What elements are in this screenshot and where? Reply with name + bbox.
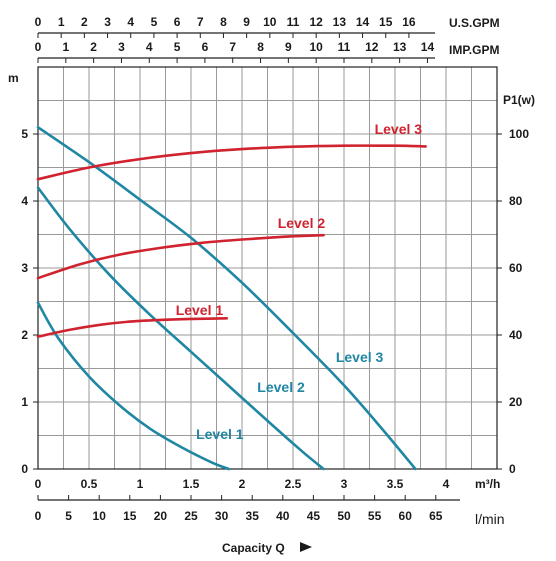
bottom-axis-2-tick-label: 5 (65, 509, 72, 523)
top-axis-tick-label: 4 (146, 40, 153, 54)
top-axis-tick-label: 5 (174, 40, 181, 54)
y-right-tick-label: 0 (509, 462, 516, 476)
x-tick-label: 1.5 (183, 477, 200, 491)
y-left-tick-label: 0 (21, 462, 28, 476)
series-line-head-level-1 (36, 301, 230, 471)
y-left-axis-label: m (8, 71, 19, 85)
bottom-axis-2-tick-label: 20 (154, 509, 168, 523)
x-tick-label: 3.5 (387, 477, 404, 491)
bottom-axis-2-tick-label: 60 (399, 509, 413, 523)
top-axis-tick-label: 6 (202, 40, 209, 54)
y-right-tick-label: 40 (509, 328, 523, 342)
top-axis-tick-label: 8 (257, 40, 264, 54)
top-axis-tick-label: 10 (310, 40, 324, 54)
top-axis-tick-label: 5 (151, 15, 158, 29)
y-right-tick-label: 80 (509, 194, 523, 208)
bottom-axis-2-tick-label: 45 (307, 509, 321, 523)
x-units-label: m³/h (475, 477, 500, 491)
y-right-tick-label: 60 (509, 261, 523, 275)
series-line-power-level-3 (36, 144, 427, 181)
top-axis-tick-label: 14 (356, 15, 370, 29)
top-axis-tick-label: 11 (287, 15, 300, 29)
series-line-head-level-2 (36, 186, 325, 471)
top-axis-tick-label: 0 (35, 40, 42, 54)
x-tick-label: 3 (341, 477, 348, 491)
top-axis-tick-label: 11 (338, 40, 351, 54)
series-line-head-level-3 (36, 126, 417, 471)
curve-label: Level 1 (176, 302, 224, 318)
bottom-axis-2-tick-label: 55 (368, 509, 382, 523)
top-axis-tick-label: 1 (62, 40, 69, 54)
top-axis-tick-label: 14 (421, 40, 435, 54)
top-axis-tick-label: 7 (197, 15, 204, 29)
bottom-axis-2-tick-label: 50 (337, 509, 351, 523)
top-axis-tick-label: 16 (402, 15, 416, 29)
bottom-axis-2-tick-label: 0 (35, 509, 42, 523)
x-tick-label: 1 (137, 477, 144, 491)
top-axis-tick-label: 10 (263, 15, 277, 29)
y-right-tick-label: 100 (509, 127, 529, 141)
top-axis-tick-label: 7 (229, 40, 236, 54)
top-axis-tick-label: 2 (81, 15, 88, 29)
top-axis-tick-label: 1 (58, 15, 65, 29)
curve-label: Level 2 (257, 379, 305, 395)
top-axis-tick-label: 6 (174, 15, 181, 29)
curve-label: Level 3 (336, 349, 384, 365)
bottom-axis-2-tick-label: 15 (123, 509, 137, 523)
x-tick-label: 2 (239, 477, 246, 491)
y-right-tick-label: 20 (509, 395, 523, 409)
y-right-axis-label: P1(w) (503, 93, 535, 107)
y-left-tick-label: 5 (21, 127, 28, 141)
x-tick-label: 0 (35, 477, 42, 491)
y-left-tick-label: 4 (21, 194, 28, 208)
curve-label: Level 2 (278, 215, 326, 231)
top-axis-tick-label: 2 (90, 40, 97, 54)
top-axis-tick-label: 12 (310, 15, 324, 29)
bottom-axis-2-label: l/min (475, 511, 505, 527)
top-axis-tick-label: 13 (333, 15, 347, 29)
x-axis-title: Capacity Q (222, 541, 285, 555)
x-tick-label: 2.5 (285, 477, 302, 491)
bottom-axis-2-tick-label: 30 (215, 509, 229, 523)
bottom-axis-2-tick-label: 25 (184, 509, 198, 523)
top-axis-tick-label: 13 (393, 40, 407, 54)
top-axis-tick-label: 9 (285, 40, 292, 54)
curve-label: Level 1 (196, 426, 244, 442)
top-axis-2-label: IMP.GPM (449, 43, 499, 57)
bottom-axis-2-tick-label: 65 (429, 509, 443, 523)
top-axis-tick-label: 3 (118, 40, 125, 54)
top-axis-tick-label: 12 (365, 40, 379, 54)
top-axis-tick-label: 0 (35, 15, 42, 29)
bottom-axis-2-tick-label: 10 (93, 509, 107, 523)
y-left-tick-label: 1 (21, 395, 28, 409)
series-line-power-level-1 (36, 317, 228, 338)
grid (37, 66, 498, 470)
x-tick-label: 0.5 (81, 477, 98, 491)
top-axis-tick-label: 3 (104, 15, 111, 29)
top-axis-tick-label: 4 (127, 15, 134, 29)
y-left-tick-label: 2 (21, 328, 28, 342)
y-left-tick-label: 3 (21, 261, 28, 275)
labels-layer: Level 1 Level 2 Level 3 Level 1 Level 2 Level… (176, 121, 423, 442)
top-axis-tick-label: 8 (220, 15, 227, 29)
top-axis-1-label: U.S.GPM (449, 16, 500, 30)
top-axis-tick-label: 15 (379, 15, 393, 29)
x-tick-label: 4 (443, 477, 450, 491)
series-line-power-level-2 (36, 233, 325, 280)
triangle-right-icon (300, 542, 312, 552)
bottom-axis-2-tick-label: 35 (246, 509, 260, 523)
series-layer (36, 126, 427, 471)
bottom-axis-2-tick-label: 40 (276, 509, 290, 523)
top-axis-tick-label: 9 (243, 15, 250, 29)
curve-label: Level 3 (375, 121, 423, 137)
